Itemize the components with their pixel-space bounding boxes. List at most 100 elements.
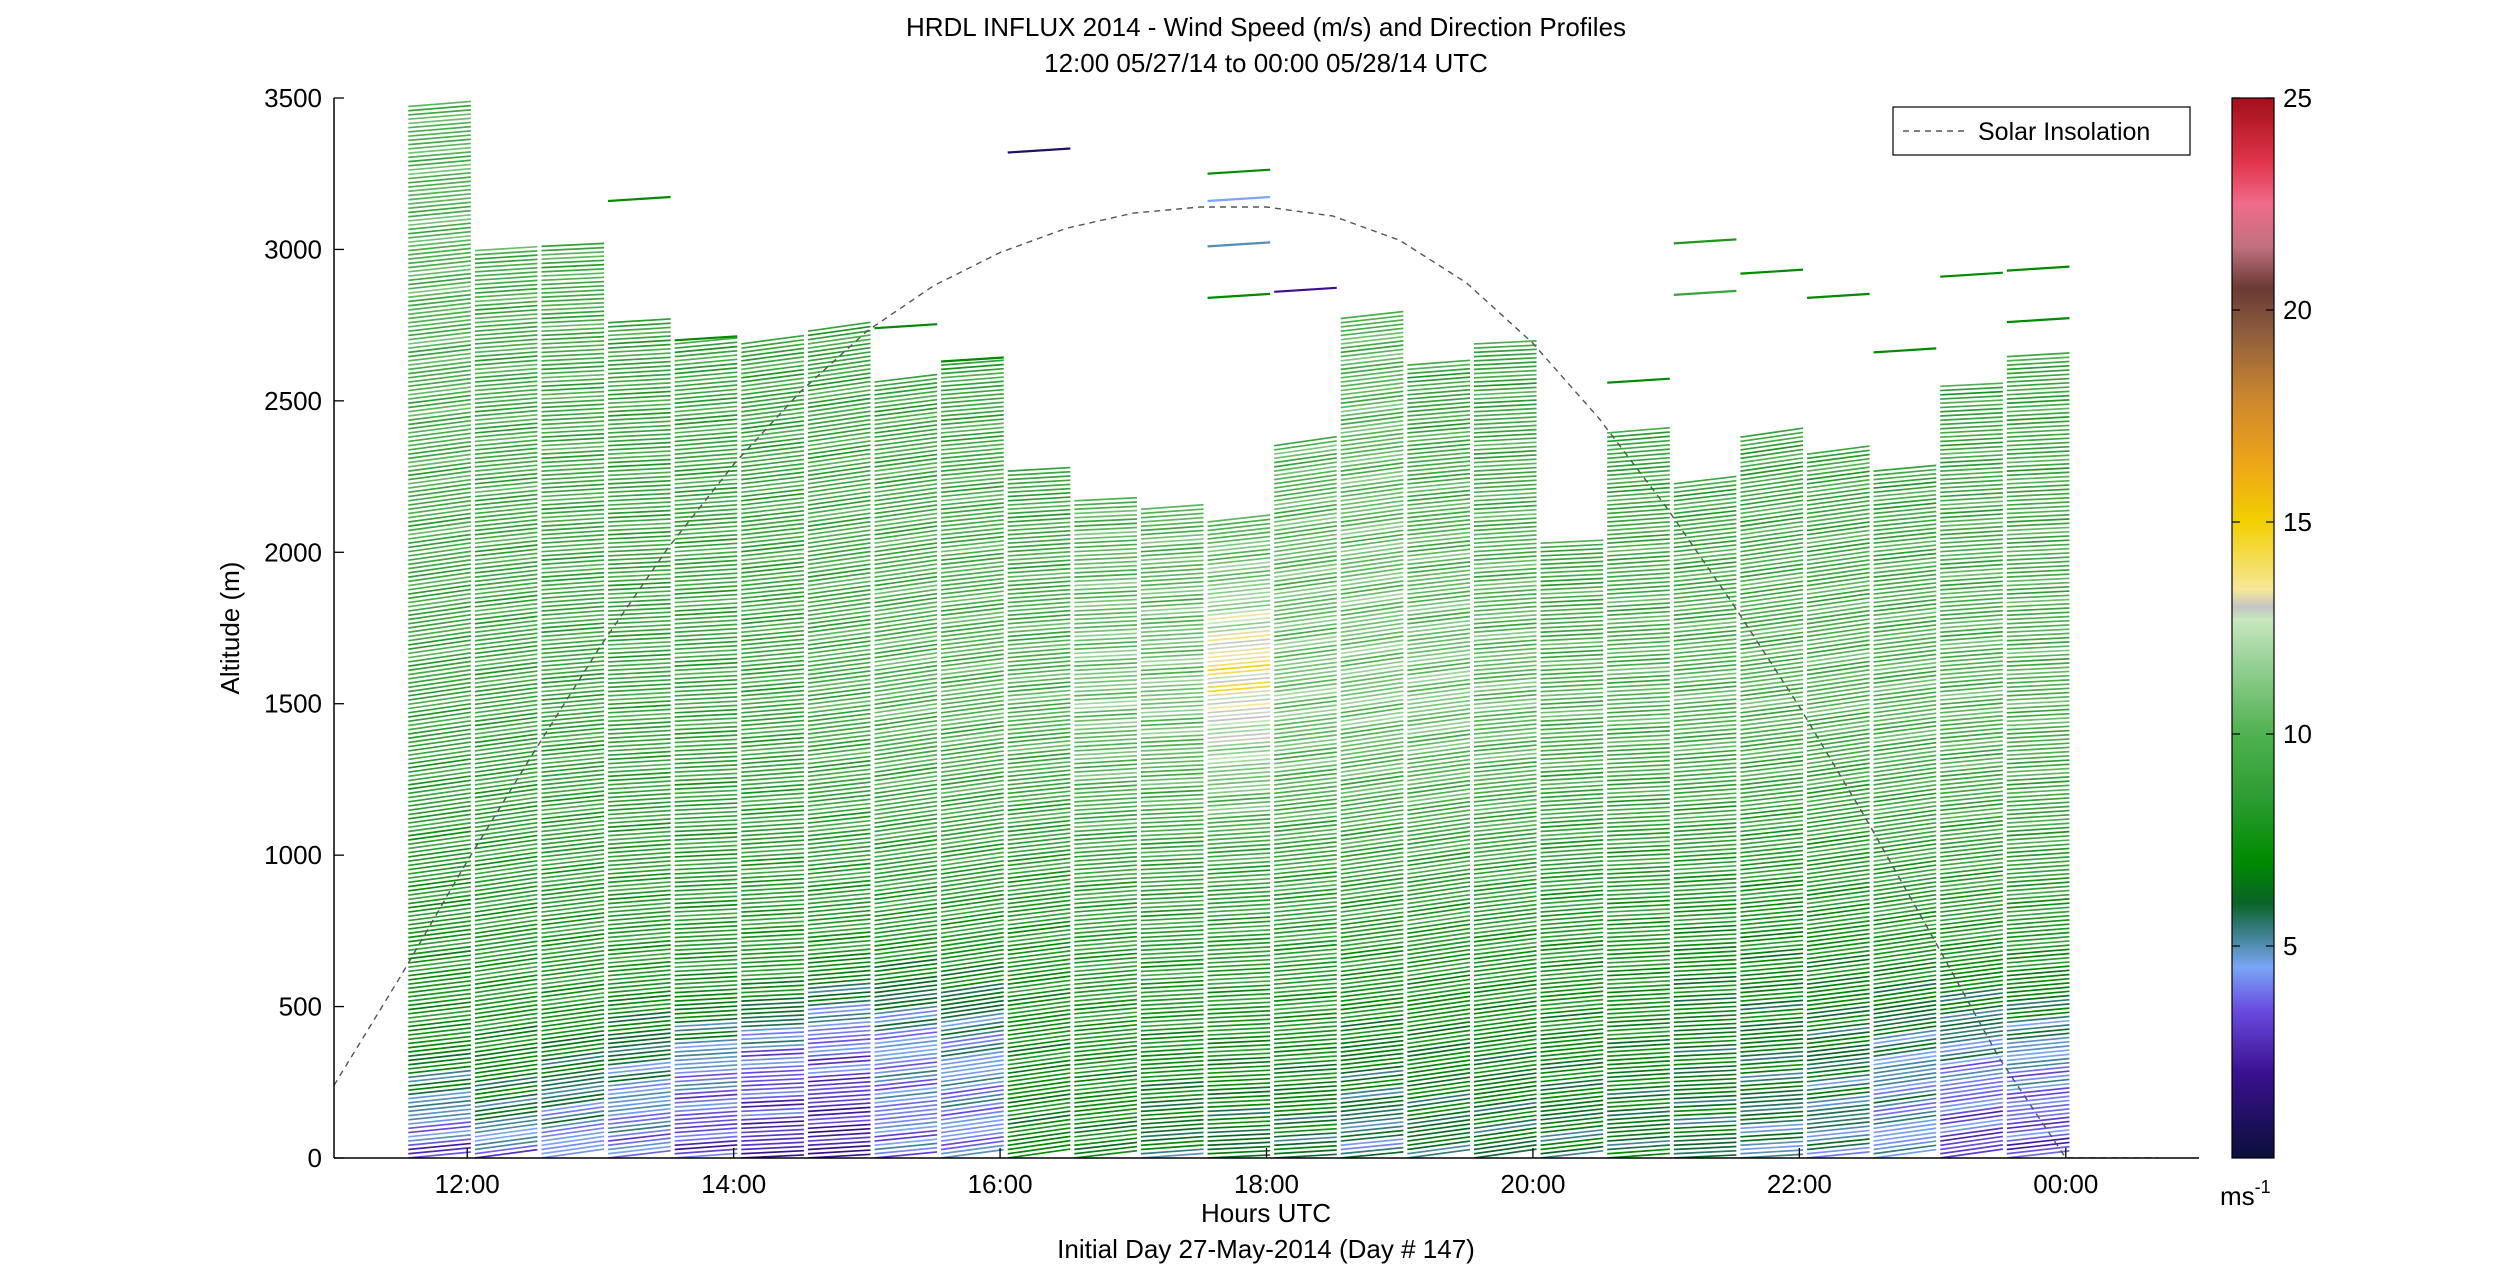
wind-barb [474,674,538,684]
wind-barb [608,607,671,612]
wind-barb [408,1069,471,1079]
wind-barb [741,698,804,706]
wind-barb [1873,750,1937,761]
wind-barb [1407,1135,1471,1147]
wind-barb [1940,597,2003,604]
wind-barb [741,625,804,634]
wind-barb [1407,502,1471,511]
wind-barb [2006,1124,2070,1134]
wind-barb [1340,512,1404,523]
wind-barb [608,645,671,651]
wind-barb [874,1005,938,1015]
wind-barb [2006,509,2070,515]
wind-barb [474,485,538,494]
wind-barb [1673,689,1737,697]
wind-barb [674,456,738,464]
wind-barb [807,832,871,841]
wind-barb [541,318,605,324]
wind-barb [874,584,938,595]
wind-barb [941,893,1004,905]
wind-barb [1607,431,1670,439]
wind-barb [741,655,804,663]
wind-barb [1007,1114,1071,1125]
wind-barb [674,941,738,947]
wind-barb [1740,956,1804,964]
wind-barb [941,1118,1004,1130]
wind-barb [408,928,471,939]
wind-barb [874,537,938,549]
wind-barb [408,243,471,252]
wind-barb [874,834,938,846]
wind-barb [741,420,805,430]
wind-barb [2006,784,2070,790]
wind-barb [1340,873,1404,884]
wind-barb [474,885,538,896]
wind-barb [1074,1011,1138,1019]
wind-barb [741,924,804,930]
wind-barb [1940,916,2003,926]
wind-barb [1274,1029,1337,1036]
wind-barb [874,559,938,570]
wind-barb [741,988,804,994]
wind-barb [2006,1057,2070,1066]
wind-barb [1806,707,1870,718]
wind-barb [1673,843,1737,850]
wind-barb [1007,689,1071,697]
wind-barb [1074,998,1138,1007]
wind-barb [1873,632,1937,642]
wind-barb [807,1055,871,1062]
wind-barb [541,428,605,434]
wind-barb [1873,784,1937,795]
wind-barb [541,744,605,752]
wind-barb [1940,1139,2003,1151]
wind-barb [408,894,471,905]
wind-barb [1540,889,1604,896]
wind-barb [1140,963,1204,969]
wind-barb [1940,891,2003,901]
wind-barb [408,622,471,634]
wind-barb [1607,700,1670,706]
wind-barb [1540,822,1604,829]
wind-barb [1740,995,1804,1002]
wind-barb [1806,962,1870,973]
wind-barb [1806,1073,1870,1083]
wind-barb [2006,543,2070,549]
wind-barb [1673,612,1737,621]
wind-barb [1873,906,1937,918]
wind-barb [541,920,605,930]
wind-barb [741,839,804,846]
wind-barb [807,648,871,659]
wind-barb [541,251,605,256]
wind-barb [1140,827,1204,833]
wind-barb [1540,666,1604,672]
wind-barb [408,121,471,129]
wind-barb [807,956,871,964]
wind-barb [1340,335,1404,345]
wind-barb [1873,708,1937,718]
wind-barb [474,1093,538,1104]
wind-barb [474,615,538,625]
wind-barb [541,538,605,545]
wind-barb [1873,995,1937,1007]
wind-barb [1140,700,1204,706]
wind-barb [1340,521,1404,532]
wind-barb [741,646,804,655]
wind-barb [941,1076,1004,1087]
wind-barb [408,407,471,417]
wind-barb [674,661,738,668]
wind-barb [541,912,605,922]
wind-barb [1407,817,1471,829]
wind-barb [1740,853,1804,863]
wind-barb [1473,677,1537,684]
wind-barb [1673,911,1737,918]
wind-barb [941,661,1004,672]
wind-barb [674,619,738,625]
wind-barb [1407,889,1471,901]
wind-barb [608,526,671,532]
wind-barb [941,418,1004,426]
wind-barb [1673,950,1737,956]
wind-barb [941,645,1004,655]
wind-barb [1673,1069,1737,1075]
wind-barb [1473,1093,1537,1104]
